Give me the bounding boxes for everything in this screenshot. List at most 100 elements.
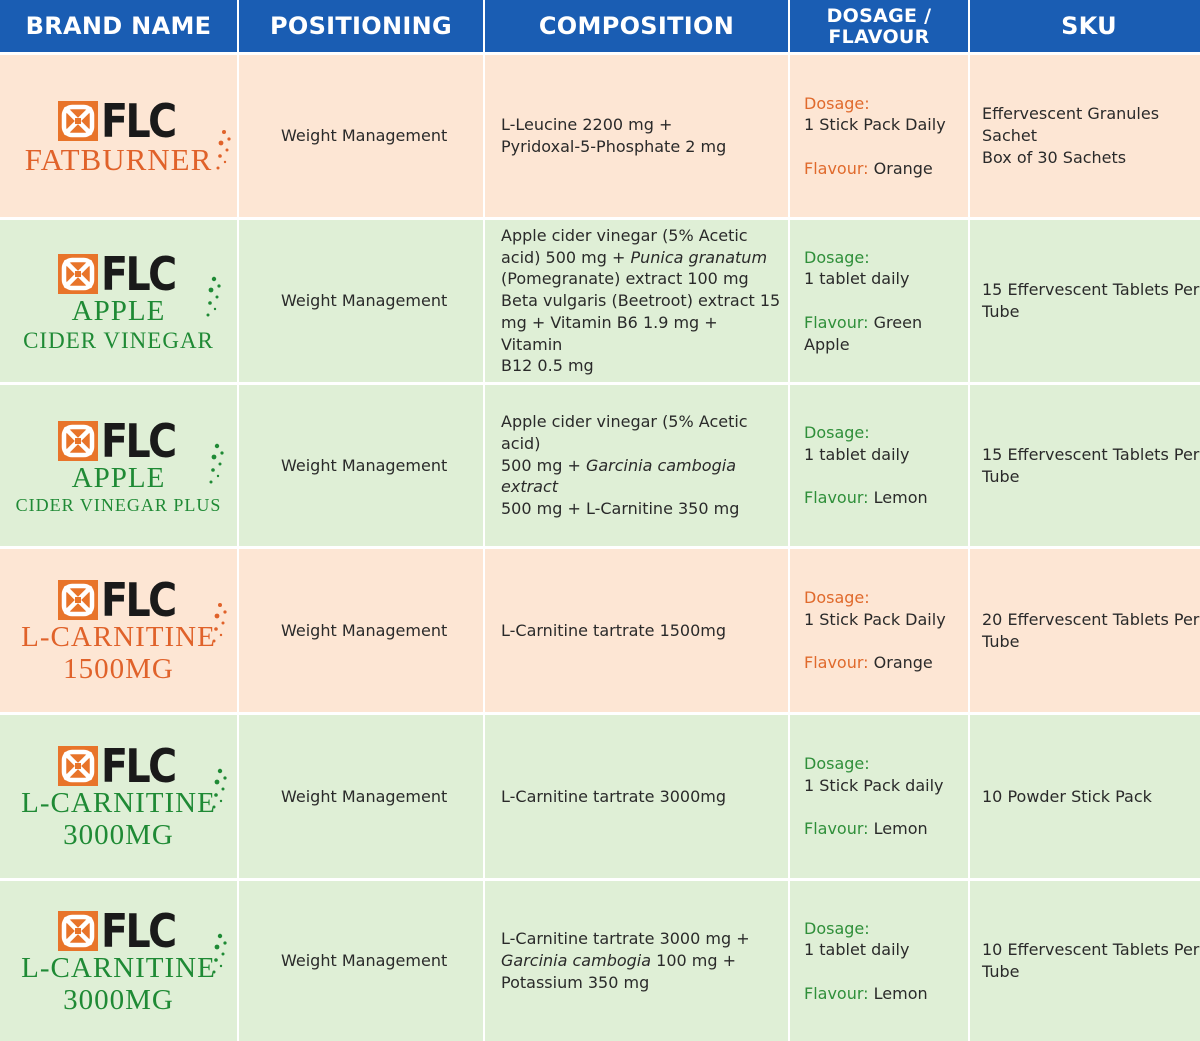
brand-product-name: FATBURNER (24, 141, 213, 177)
sku-line: Tube (982, 466, 1020, 486)
sku-line: Effervescent Granules (982, 104, 1160, 124)
composition-line: L-Carnitine tartrate 3000mg (501, 786, 727, 806)
flavour-value: Lemon (873, 488, 928, 508)
header-positioning-label: POSITIONING (269, 12, 452, 40)
header-flavour-label: FLAVOUR (828, 26, 930, 48)
brand-product-name: APPLE (71, 461, 166, 494)
brand-product-subname: 1500MG (63, 653, 174, 685)
header-composition: COMPOSITION (485, 0, 788, 52)
flc-knot-icon (58, 911, 98, 951)
header-sku-label: SKU (1061, 12, 1117, 40)
positioning-text: Weight Management (281, 455, 448, 475)
sku-line: Box of 30 Sachets (982, 147, 1127, 167)
sku-line: Sachet (982, 126, 1038, 146)
flavour-value: Lemon (873, 983, 928, 1003)
flc-knot-icon (58, 254, 98, 294)
flc-wordmark: FLC (101, 573, 177, 627)
positioning-text: Weight Management (281, 786, 448, 806)
brand-logo-l-carnitine-1500: FLC L-CARNITINE 1500MG (21, 577, 216, 684)
sku-cell: 15 Effervescent Tablets Per Tube (970, 385, 1200, 546)
flavour-value: Green Apple (804, 312, 923, 354)
sku-line: 20 Effervescent Tablets Per (982, 609, 1200, 629)
positioning-text: Weight Management (281, 291, 448, 311)
dosage-value: 1 Stick Pack Daily (804, 115, 946, 135)
flavour-label: Flavour: (804, 983, 869, 1003)
dosage-value: 1 tablet daily (804, 269, 910, 289)
dosage-cell: Dosage: 1 Stick Pack Daily Flavour: Oran… (790, 549, 968, 712)
composition-line: 500 mg + L-Carnitine 350 mg (501, 499, 740, 519)
positioning-cell: Weight Management (239, 549, 483, 712)
brand-cell: FLC APPLE CIDER VINEGAR PLUS (0, 385, 237, 546)
sku-line: Tube (982, 631, 1020, 651)
brand-product-subname: CIDER VINEGAR PLUS (15, 494, 222, 515)
dosage-value: 1 Stick Pack daily (804, 775, 944, 795)
sku-cell: 10 Effervescent Tablets Per Tube (970, 881, 1200, 1041)
brand-product-subname: CIDER VINEGAR (23, 327, 214, 353)
dosage-cell: Dosage: 1 tablet daily Flavour: Lemon (790, 385, 968, 546)
composition-line: Apple cider vinegar (5% Acetic acid) (501, 412, 748, 453)
composition-line: 100 mg + (651, 951, 736, 971)
flc-knot-icon (58, 580, 98, 620)
sku-line: 10 Effervescent Tablets Per (982, 940, 1200, 960)
composition-line: Potassium 350 mg (501, 972, 650, 992)
bubbles-icon (207, 442, 227, 486)
composition-line: Beta vulgaris (Beetroot) extract 15 (501, 291, 781, 311)
brand-product-name: L-CARNITINE (21, 787, 216, 819)
flavour-value: Orange (873, 158, 933, 178)
brand-logo-l-carnitine-3000: FLC L-CARNITINE 3000MG (21, 743, 216, 850)
bubbles-icon (210, 932, 230, 976)
sku-line: 15 Effervescent Tablets Per (982, 444, 1200, 464)
header-dosage-flavour: DOSAGE / FLAVOUR (790, 0, 968, 52)
header-brand-label: BRAND NAME (25, 12, 212, 40)
sku-line: 10 Powder Stick Pack (982, 786, 1152, 806)
sku-cell: Effervescent Granules Sachet Box of 30 S… (970, 55, 1200, 217)
header-dosage-label: DOSAGE / (826, 5, 932, 27)
dosage-value: 1 tablet daily (804, 444, 910, 464)
dosage-label: Dosage: (804, 423, 870, 443)
positioning-cell: Weight Management (239, 55, 483, 217)
flc-wordmark: FLC (101, 246, 177, 301)
flavour-label: Flavour: (804, 819, 869, 839)
dosage-label: Dosage: (804, 754, 870, 774)
composition-cell: L-Carnitine tartrate 3000mg (485, 715, 788, 878)
flc-wordmark: FLC (101, 413, 177, 468)
positioning-text: Weight Management (281, 126, 448, 146)
positioning-cell: Weight Management (239, 881, 483, 1041)
composition-cell: L-Carnitine tartrate 3000 mg + Garcinia … (485, 881, 788, 1041)
composition-cell: Apple cider vinegar (5% Acetic acid) 500… (485, 220, 788, 382)
header-positioning: POSITIONING (239, 0, 483, 52)
bubbles-icon (210, 767, 230, 811)
dosage-cell: Dosage: 1 Stick Pack Daily Flavour: Oran… (790, 55, 968, 217)
dosage-label: Dosage: (804, 588, 870, 608)
composition-cell: Apple cider vinegar (5% Acetic acid) 500… (485, 385, 788, 546)
brand-product-name: APPLE (71, 294, 166, 327)
positioning-cell: Weight Management (239, 715, 483, 878)
brand-product-subname: 3000MG (63, 819, 174, 851)
brand-product-name: L-CARNITINE (21, 621, 216, 653)
flavour-value: Orange (873, 653, 933, 673)
brand-cell: FLC FATBURNER (0, 55, 237, 217)
brand-cell: FLC L-CARNITINE 1500MG (0, 549, 237, 712)
sku-line: Tube (982, 962, 1020, 981)
sku-line: 15 Effervescent Tablets Per (982, 280, 1200, 300)
composition-line: Apple cider vinegar (5% Acetic (501, 226, 748, 246)
composition-cell: L-Carnitine tartrate 1500mg (485, 549, 788, 712)
composition-line: 500 mg + (501, 455, 586, 475)
flc-wordmark: FLC (101, 739, 177, 793)
brand-logo-fatburner: FLC FATBURNER (25, 98, 213, 175)
flavour-label: Flavour: (804, 158, 869, 178)
flavour-label: Flavour: (804, 312, 869, 332)
dosage-cell: Dosage: 1 tablet daily Flavour: Green Ap… (790, 220, 968, 382)
brand-logo-apple-cider-vinegar: FLC APPLE CIDER VINEGAR (23, 251, 214, 352)
sku-cell: 20 Effervescent Tablets Per Tube (970, 549, 1200, 712)
bubbles-icon (214, 128, 234, 172)
flc-wordmark: FLC (101, 93, 177, 148)
flc-knot-icon (58, 101, 98, 141)
composition-line: mg + Vitamin B6 1.9 mg + Vitamin (501, 312, 718, 354)
composition-line: L-Leucine 2200 mg + (501, 115, 673, 135)
header-composition-label: COMPOSITION (538, 12, 735, 40)
brand-product-name: L-CARNITINE (21, 951, 216, 984)
dosage-label: Dosage: (804, 93, 870, 113)
composition-latin-name: Garcinia cambogia (501, 951, 652, 971)
